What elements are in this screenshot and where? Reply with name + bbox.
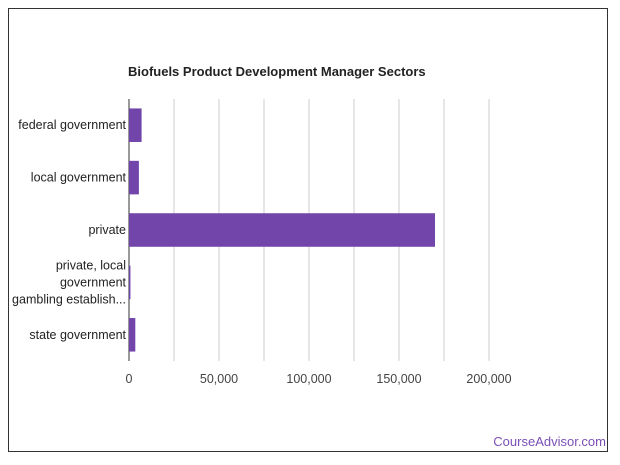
category-label: federal government bbox=[18, 118, 126, 132]
x-tick-label: 150,000 bbox=[376, 372, 421, 386]
chart-title: Biofuels Product Development Manager Sec… bbox=[128, 64, 426, 79]
bar-2[interactable] bbox=[129, 213, 435, 247]
x-tick-label: 100,000 bbox=[286, 372, 331, 386]
bar-1[interactable] bbox=[129, 160, 139, 195]
brand-link[interactable]: CourseAdvisor.com bbox=[493, 434, 606, 449]
bar-4[interactable] bbox=[129, 318, 136, 352]
bar-0[interactable] bbox=[129, 108, 142, 142]
x-tick-label: 200,000 bbox=[466, 372, 511, 386]
x-axis-ticks: 0 50,000 100,000 150,000 200,000 bbox=[126, 372, 512, 386]
category-label: local government bbox=[31, 171, 127, 185]
x-tick-label: 0 bbox=[126, 372, 133, 386]
bars bbox=[129, 108, 435, 352]
bar-3[interactable] bbox=[129, 265, 131, 300]
category-labels: federal government local government privat… bbox=[12, 118, 126, 342]
category-label: state government bbox=[29, 328, 126, 342]
category-label: private, local government gambling establi… bbox=[12, 258, 126, 306]
category-label: private bbox=[88, 223, 126, 237]
x-tick-label: 50,000 bbox=[200, 372, 238, 386]
